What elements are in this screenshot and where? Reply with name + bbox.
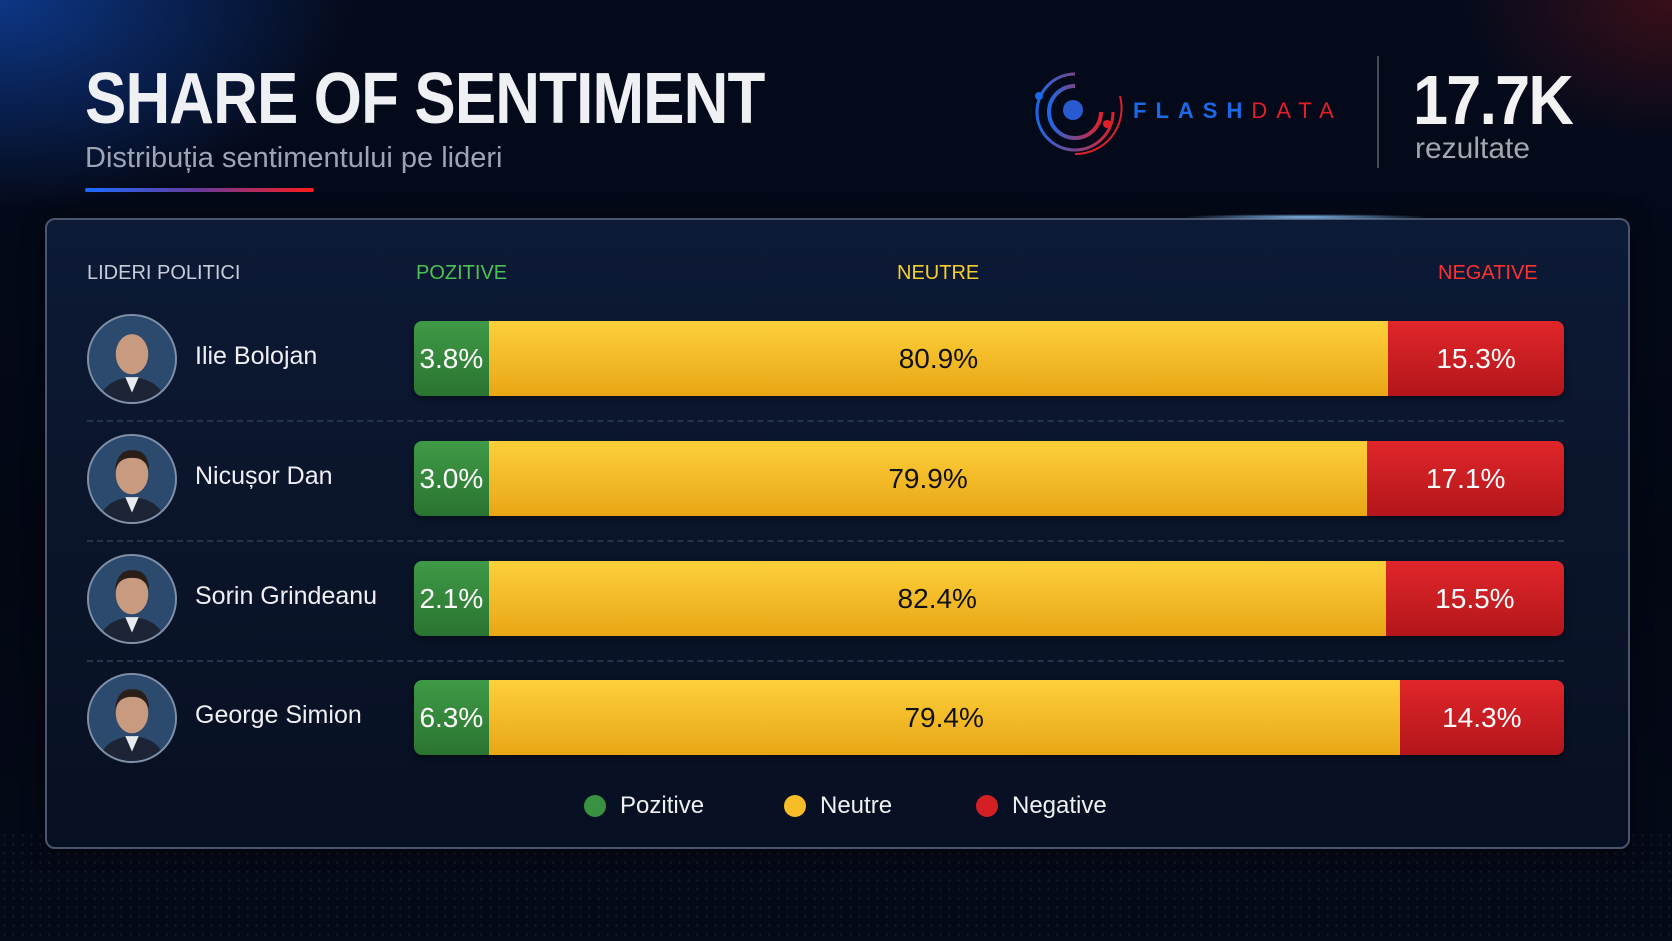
results-count: 17.7K bbox=[1413, 61, 1574, 139]
avatar bbox=[87, 434, 177, 524]
bar-segment-positive: 3.8% bbox=[414, 321, 489, 396]
bar-segment-positive: 2.1% bbox=[414, 561, 489, 636]
bar-segment-neutral: 82.4% bbox=[488, 561, 1386, 636]
row-separator bbox=[87, 420, 1564, 422]
avatar bbox=[87, 673, 177, 763]
bar-segment-negative: 17.1% bbox=[1367, 441, 1564, 516]
legend-dot-neutral bbox=[784, 795, 806, 817]
brand-name: FLASHDATA bbox=[1133, 98, 1343, 123]
avatar bbox=[87, 554, 177, 644]
bar-segment-neutral: 79.9% bbox=[488, 441, 1368, 516]
header-leaders: LIDERI POLITICI bbox=[87, 262, 241, 284]
bar-segment-negative: 15.5% bbox=[1385, 561, 1564, 636]
header-neutral: NEUTRE bbox=[897, 262, 980, 284]
bar-segment-negative: 15.3% bbox=[1388, 321, 1564, 396]
avatar bbox=[87, 314, 177, 404]
leader-row: Sorin Grindeanu 2.1% 82.4% 15.5% bbox=[87, 554, 1564, 644]
leader-name: Ilie Bolojan bbox=[195, 342, 318, 370]
leader-row: Nicușor Dan 3.0% 79.9% 17.1% bbox=[87, 434, 1564, 524]
results-label: rezultate bbox=[1415, 132, 1531, 165]
leader-row: Ilie Bolojan 3.8% 80.9% 15.3% bbox=[87, 314, 1564, 404]
page-subtitle: Distribuția sentimentului pe lideri bbox=[85, 142, 503, 174]
bar-segment-negative: 14.3% bbox=[1399, 680, 1564, 755]
bar-segment-neutral: 80.9% bbox=[488, 321, 1389, 396]
panel-glow bbox=[1180, 214, 1430, 220]
title-underline bbox=[85, 188, 314, 192]
header-negative: NEGATIVE bbox=[1438, 262, 1538, 284]
bar-segment-positive: 6.3% bbox=[414, 680, 489, 755]
sentiment-bar: 3.0% 79.9% 17.1% bbox=[414, 441, 1564, 516]
flashdata-logo-icon bbox=[1035, 72, 1123, 156]
bar-segment-neutral: 79.4% bbox=[488, 680, 1400, 755]
legend-dot-negative bbox=[976, 795, 998, 817]
header-positive: POZITIVE bbox=[416, 262, 508, 284]
sentiment-bar: 6.3% 79.4% 14.3% bbox=[414, 680, 1564, 755]
leader-name: Nicușor Dan bbox=[195, 462, 333, 490]
bar-segment-positive: 3.0% bbox=[414, 441, 489, 516]
row-separator bbox=[87, 540, 1564, 542]
background-floor bbox=[0, 831, 1672, 941]
page-title: SHARE OF SENTIMENT bbox=[85, 59, 765, 139]
leader-row: George Simion 6.3% 79.4% 14.3% bbox=[87, 673, 1564, 763]
legend-dot-positive bbox=[584, 795, 606, 817]
sentiment-bar: 3.8% 80.9% 15.3% bbox=[414, 321, 1564, 396]
sentiment-bar: 2.1% 82.4% 15.5% bbox=[414, 561, 1564, 636]
legend-negative: Negative bbox=[976, 792, 1107, 820]
leader-name: Sorin Grindeanu bbox=[195, 582, 378, 610]
header-divider bbox=[1377, 56, 1379, 168]
leader-name: George Simion bbox=[195, 701, 362, 729]
legend-positive: Pozitive bbox=[584, 792, 704, 820]
legend-neutral: Neutre bbox=[784, 792, 892, 820]
row-separator bbox=[87, 660, 1564, 662]
